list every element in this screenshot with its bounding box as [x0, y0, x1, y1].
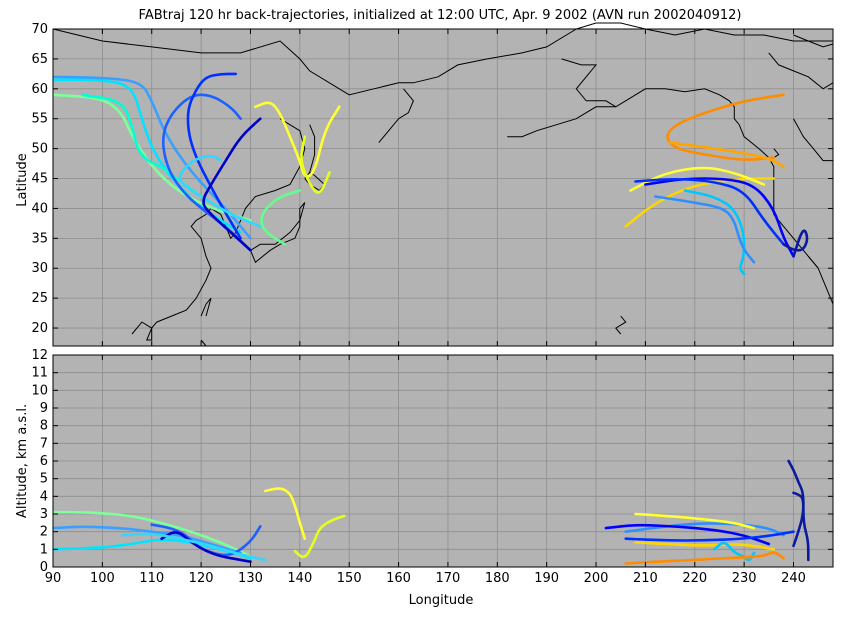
x-tick-label: 220: [682, 571, 707, 586]
trajectory-line-12: [666, 93, 785, 161]
y-tick-label: 3: [40, 507, 48, 522]
x-axis-label: Longitude: [409, 593, 474, 608]
trajectory-line-3: [53, 525, 242, 555]
y-tick-label: 50: [31, 142, 48, 157]
x-tick-label: 210: [633, 571, 658, 586]
trajectory-line-6: [186, 72, 242, 240]
coastline: [807, 255, 834, 305]
y-tick-label: 30: [31, 261, 48, 276]
coastline: [200, 297, 212, 317]
coastline: [146, 327, 153, 341]
trajectory-line-4: [81, 93, 203, 198]
chart-title: FABtraj 120 hr back-trajectories, initia…: [139, 8, 742, 23]
series-group: [53, 72, 809, 276]
x-tick-label: 200: [584, 571, 609, 586]
y-tick-label: 4: [40, 489, 48, 504]
coastline: [378, 88, 414, 143]
trajectory-line-9: [260, 189, 302, 246]
coastline: [507, 106, 616, 138]
trajectory-line-16: [644, 177, 795, 258]
coastline: [250, 202, 306, 264]
x-tick-label: 180: [485, 571, 510, 586]
y-tick-label: 7: [40, 436, 48, 451]
x-tick-label: 160: [386, 571, 411, 586]
x-tick-label: 130: [238, 571, 263, 586]
x-tick-label: 90: [45, 571, 62, 586]
trajectory-line-17: [634, 177, 785, 246]
y-tick-label: 5: [40, 472, 48, 487]
trajectory-line-6: [120, 532, 267, 562]
y-tick-label: 8: [40, 419, 48, 434]
x-tick-label: 120: [189, 571, 214, 586]
trajectory-line-8: [202, 117, 262, 252]
trajectory-line-14: [634, 512, 756, 530]
x-tick-label: 190: [534, 571, 559, 586]
x-tick-label: 170: [436, 571, 461, 586]
y-tick-label: 55: [31, 112, 48, 127]
coastline: [773, 148, 780, 159]
y-tick-label: 60: [31, 82, 48, 97]
trajectory-line-5: [160, 531, 252, 563]
coastline: [615, 315, 627, 335]
x-tick-label: 140: [287, 571, 312, 586]
y-tick-label: 40: [31, 201, 48, 216]
coastline: [793, 118, 833, 162]
y-tick-label: 6: [40, 454, 48, 469]
trajectory-line-10: [792, 491, 810, 562]
trajectory-line-16: [624, 551, 785, 565]
trajectory-line-1: [53, 510, 252, 558]
y-tick-label: 11: [31, 366, 48, 381]
y-tick-label: 65: [31, 52, 48, 67]
coastline: [576, 22, 833, 42]
trajectory-line-7: [264, 487, 307, 540]
trajectory-line-7: [178, 154, 262, 228]
trajectory-line-17: [624, 530, 795, 542]
coastline: [309, 124, 316, 173]
coastline: [793, 34, 834, 48]
trajectory-line-10: [254, 101, 341, 178]
series-group: [53, 459, 810, 565]
map-panel: 20 25 30 35 40 45 50 55 60 65 70: [31, 22, 834, 347]
x-tick-label: 150: [337, 571, 362, 586]
x-tick-label: 110: [139, 571, 164, 586]
plot-area: [53, 29, 833, 346]
y-axis-label-latitude: Latitude: [15, 153, 30, 207]
y-tick-label: 20: [31, 321, 48, 336]
y-tick-label: 1: [40, 542, 48, 557]
coastline: [52, 28, 577, 96]
y-tick-label: 2: [40, 525, 48, 540]
trajectory-line-18: [683, 189, 746, 276]
trajectory-line-11: [624, 522, 785, 537]
y-tick-label: 45: [31, 172, 48, 187]
y-tick-label: 9: [40, 401, 48, 416]
y-tick-label: 12: [31, 348, 48, 363]
coastline: [200, 339, 207, 347]
trajectory-line-13: [668, 141, 785, 168]
trajectory-line-8: [293, 514, 346, 559]
trajectory-line-19: [654, 195, 756, 264]
y-tick-label: 70: [31, 22, 48, 37]
trajectory-line-12: [604, 523, 771, 546]
x-tick-label: 100: [90, 571, 115, 586]
y-axis-label-altitude: Altitude, km a.s.l.: [15, 404, 30, 518]
trajectory-line-9: [787, 459, 805, 548]
y-tick-label: 0: [40, 560, 48, 575]
trajectory-line-20: [782, 229, 809, 258]
x-tick-label: 230: [732, 571, 757, 586]
trajectory-line-15: [713, 541, 756, 562]
coastline: [561, 58, 819, 269]
trajectory-line-15: [629, 166, 766, 192]
trajectory-line-14: [624, 177, 776, 228]
y-tick-label: 10: [31, 383, 48, 398]
x-tick-label: 240: [781, 571, 806, 586]
trajectory-line-11: [300, 135, 331, 194]
coastline: [768, 52, 834, 90]
trajectory-line-5: [161, 93, 252, 252]
trajectory-line-13: [634, 541, 776, 551]
axes-frame: [52, 28, 834, 347]
y-tick-label: 35: [31, 231, 48, 246]
y-tick-label: 25: [31, 291, 48, 306]
